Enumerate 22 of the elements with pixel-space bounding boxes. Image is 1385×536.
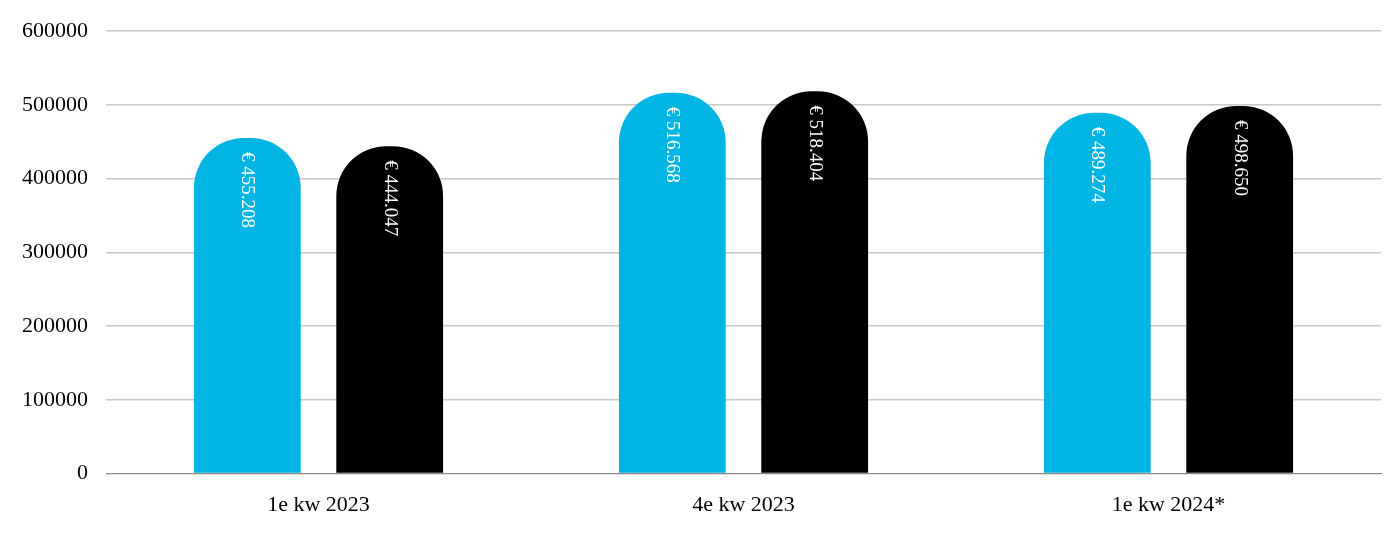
bar [618,92,726,473]
x-tick-label: 1e kw 2023 [267,490,370,516]
bar [1186,105,1294,473]
y-tick-label: 600000 [22,16,88,42]
y-tick-label: 100000 [22,385,88,411]
y-tick-label: 500000 [22,90,88,116]
y-tick-label: 200000 [22,311,88,337]
x-tick-label: 1e kw 2024* [1111,490,1226,516]
y-tick-label: 0 [77,459,88,485]
y-tick-label: 300000 [22,238,88,264]
data-label: € 444.047 [380,160,402,237]
bar [193,137,301,473]
bar [761,91,869,473]
x-tick-label: 4e kw 2023 [692,490,795,516]
bar [1043,112,1151,473]
y-tick-label: 400000 [22,164,88,190]
data-label: € 518.404 [805,105,827,182]
data-label: € 516.568 [663,106,685,183]
data-label: € 455.208 [238,151,260,228]
data-label: € 498.650 [1230,119,1252,196]
data-label: € 489.274 [1088,126,1110,204]
bar [336,146,444,473]
